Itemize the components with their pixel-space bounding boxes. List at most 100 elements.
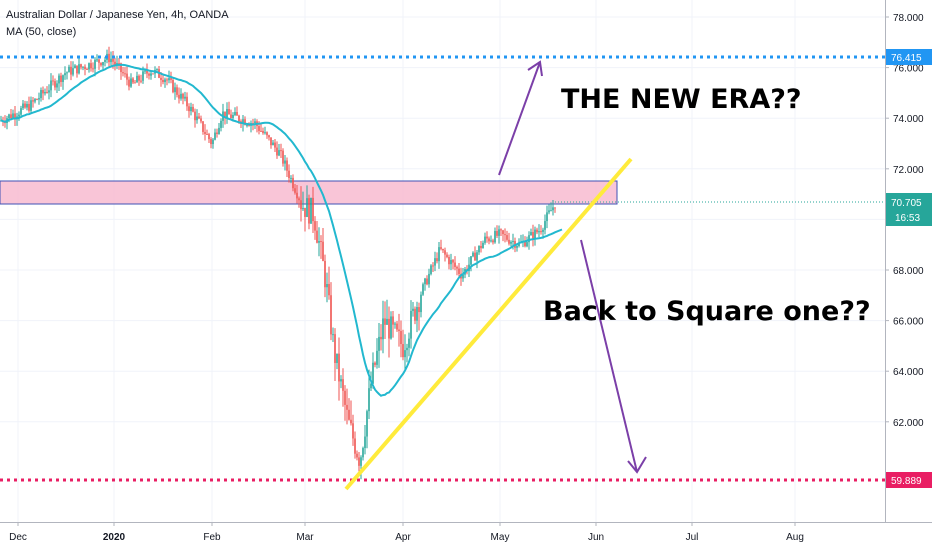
candle-body	[350, 419, 352, 424]
candle-body	[300, 200, 302, 210]
candle-body	[112, 58, 114, 62]
candle-body	[264, 132, 266, 134]
x-tick-label: Apr	[395, 532, 411, 543]
candle-body	[330, 295, 332, 335]
candle-body	[420, 294, 422, 313]
candle-body	[410, 310, 412, 339]
candle-body	[380, 336, 382, 340]
candle-body	[366, 411, 368, 437]
candle-body	[232, 115, 234, 119]
candle-body	[342, 379, 344, 391]
candle-body	[398, 329, 400, 331]
candle-body	[198, 116, 200, 119]
candle-body	[348, 409, 350, 420]
candle-body	[382, 318, 384, 340]
candle-body	[304, 207, 306, 217]
svg-text:70.705: 70.705	[891, 198, 922, 209]
candle-body	[316, 230, 318, 243]
candle-body	[210, 139, 212, 145]
time-axis[interactable]: Dec 2020 Feb Mar Apr May Jun Jul Aug	[9, 522, 804, 543]
candle-body	[84, 66, 86, 69]
candle-body	[10, 114, 12, 119]
candle-body	[496, 231, 498, 236]
candle-body	[82, 66, 84, 68]
candle-body	[524, 240, 526, 247]
candle-body	[554, 207, 556, 209]
candle-body	[438, 247, 440, 262]
candle-body	[186, 96, 188, 107]
candle-body	[392, 316, 394, 325]
candle-body	[114, 61, 116, 65]
bullish-arrow[interactable]	[498, 60, 543, 176]
candle-body	[422, 284, 424, 295]
candle-body	[344, 390, 346, 405]
candle-body	[440, 247, 442, 249]
candle-body	[274, 142, 276, 148]
x-tick-label: Aug	[786, 532, 804, 543]
candle-body	[162, 79, 164, 83]
candle-body	[338, 353, 340, 382]
candle-body	[502, 230, 504, 235]
candle-body	[480, 245, 482, 249]
candle-body	[74, 65, 76, 69]
candle-body	[128, 79, 130, 87]
grid-lines	[0, 0, 885, 522]
candle-body	[356, 453, 358, 458]
candle-body	[254, 121, 256, 124]
candle-body	[182, 93, 184, 99]
candle-body	[402, 344, 404, 358]
candle-body	[534, 229, 536, 240]
candle-body	[142, 71, 144, 81]
chart-title: Australian Dollar / Japanese Yen, 4h, OA…	[6, 9, 229, 21]
candle-body	[492, 240, 494, 243]
candle-body	[52, 80, 54, 82]
candle-body	[108, 53, 110, 63]
price-axis[interactable]: 78.00076.00074.00072.00070.00068.00066.0…	[885, 13, 924, 429]
candle-body	[308, 198, 310, 224]
candle-body	[500, 229, 502, 231]
candle-body	[542, 229, 544, 232]
candle-body	[432, 265, 434, 267]
svg-text:16:53: 16:53	[895, 213, 920, 224]
candle-body	[298, 198, 300, 201]
candle-body	[262, 130, 264, 134]
candle-body	[92, 68, 94, 70]
candle-body	[550, 210, 552, 212]
candle-body	[404, 350, 406, 358]
trendline[interactable]	[344, 157, 633, 491]
candle-body	[54, 81, 56, 88]
candle-body	[334, 334, 336, 363]
candle-body	[166, 79, 168, 81]
candle-body	[184, 96, 186, 99]
candle-body	[324, 260, 326, 288]
candle-body	[296, 192, 298, 199]
candlesticks	[0, 46, 556, 480]
candle-body	[64, 73, 66, 76]
candle-body	[266, 132, 268, 136]
bearish-arrow[interactable]	[580, 239, 647, 474]
candle-body	[332, 334, 334, 336]
candle-body	[8, 114, 10, 119]
candle-body	[456, 266, 458, 269]
y-tick-label: 72.000	[893, 165, 924, 176]
candle-body	[138, 75, 140, 81]
indicator-legend[interactable]: MA (50, close)	[6, 26, 77, 38]
candle-body	[528, 235, 530, 243]
candle-body	[44, 92, 46, 94]
candle-body	[326, 283, 328, 288]
candle-body	[482, 242, 484, 249]
candle-body	[532, 232, 534, 240]
candle-body	[354, 438, 356, 454]
candle-body	[414, 308, 416, 321]
candle-body	[384, 318, 386, 325]
candle-body	[394, 323, 396, 325]
x-tick-label: Jul	[686, 532, 699, 543]
candle-body	[100, 62, 102, 66]
candle-body	[26, 103, 28, 108]
ma-50-line	[0, 63, 563, 397]
candle-body	[284, 160, 286, 164]
candle-body	[38, 98, 40, 100]
candle-body	[418, 307, 420, 313]
x-tick-label: May	[491, 532, 510, 543]
